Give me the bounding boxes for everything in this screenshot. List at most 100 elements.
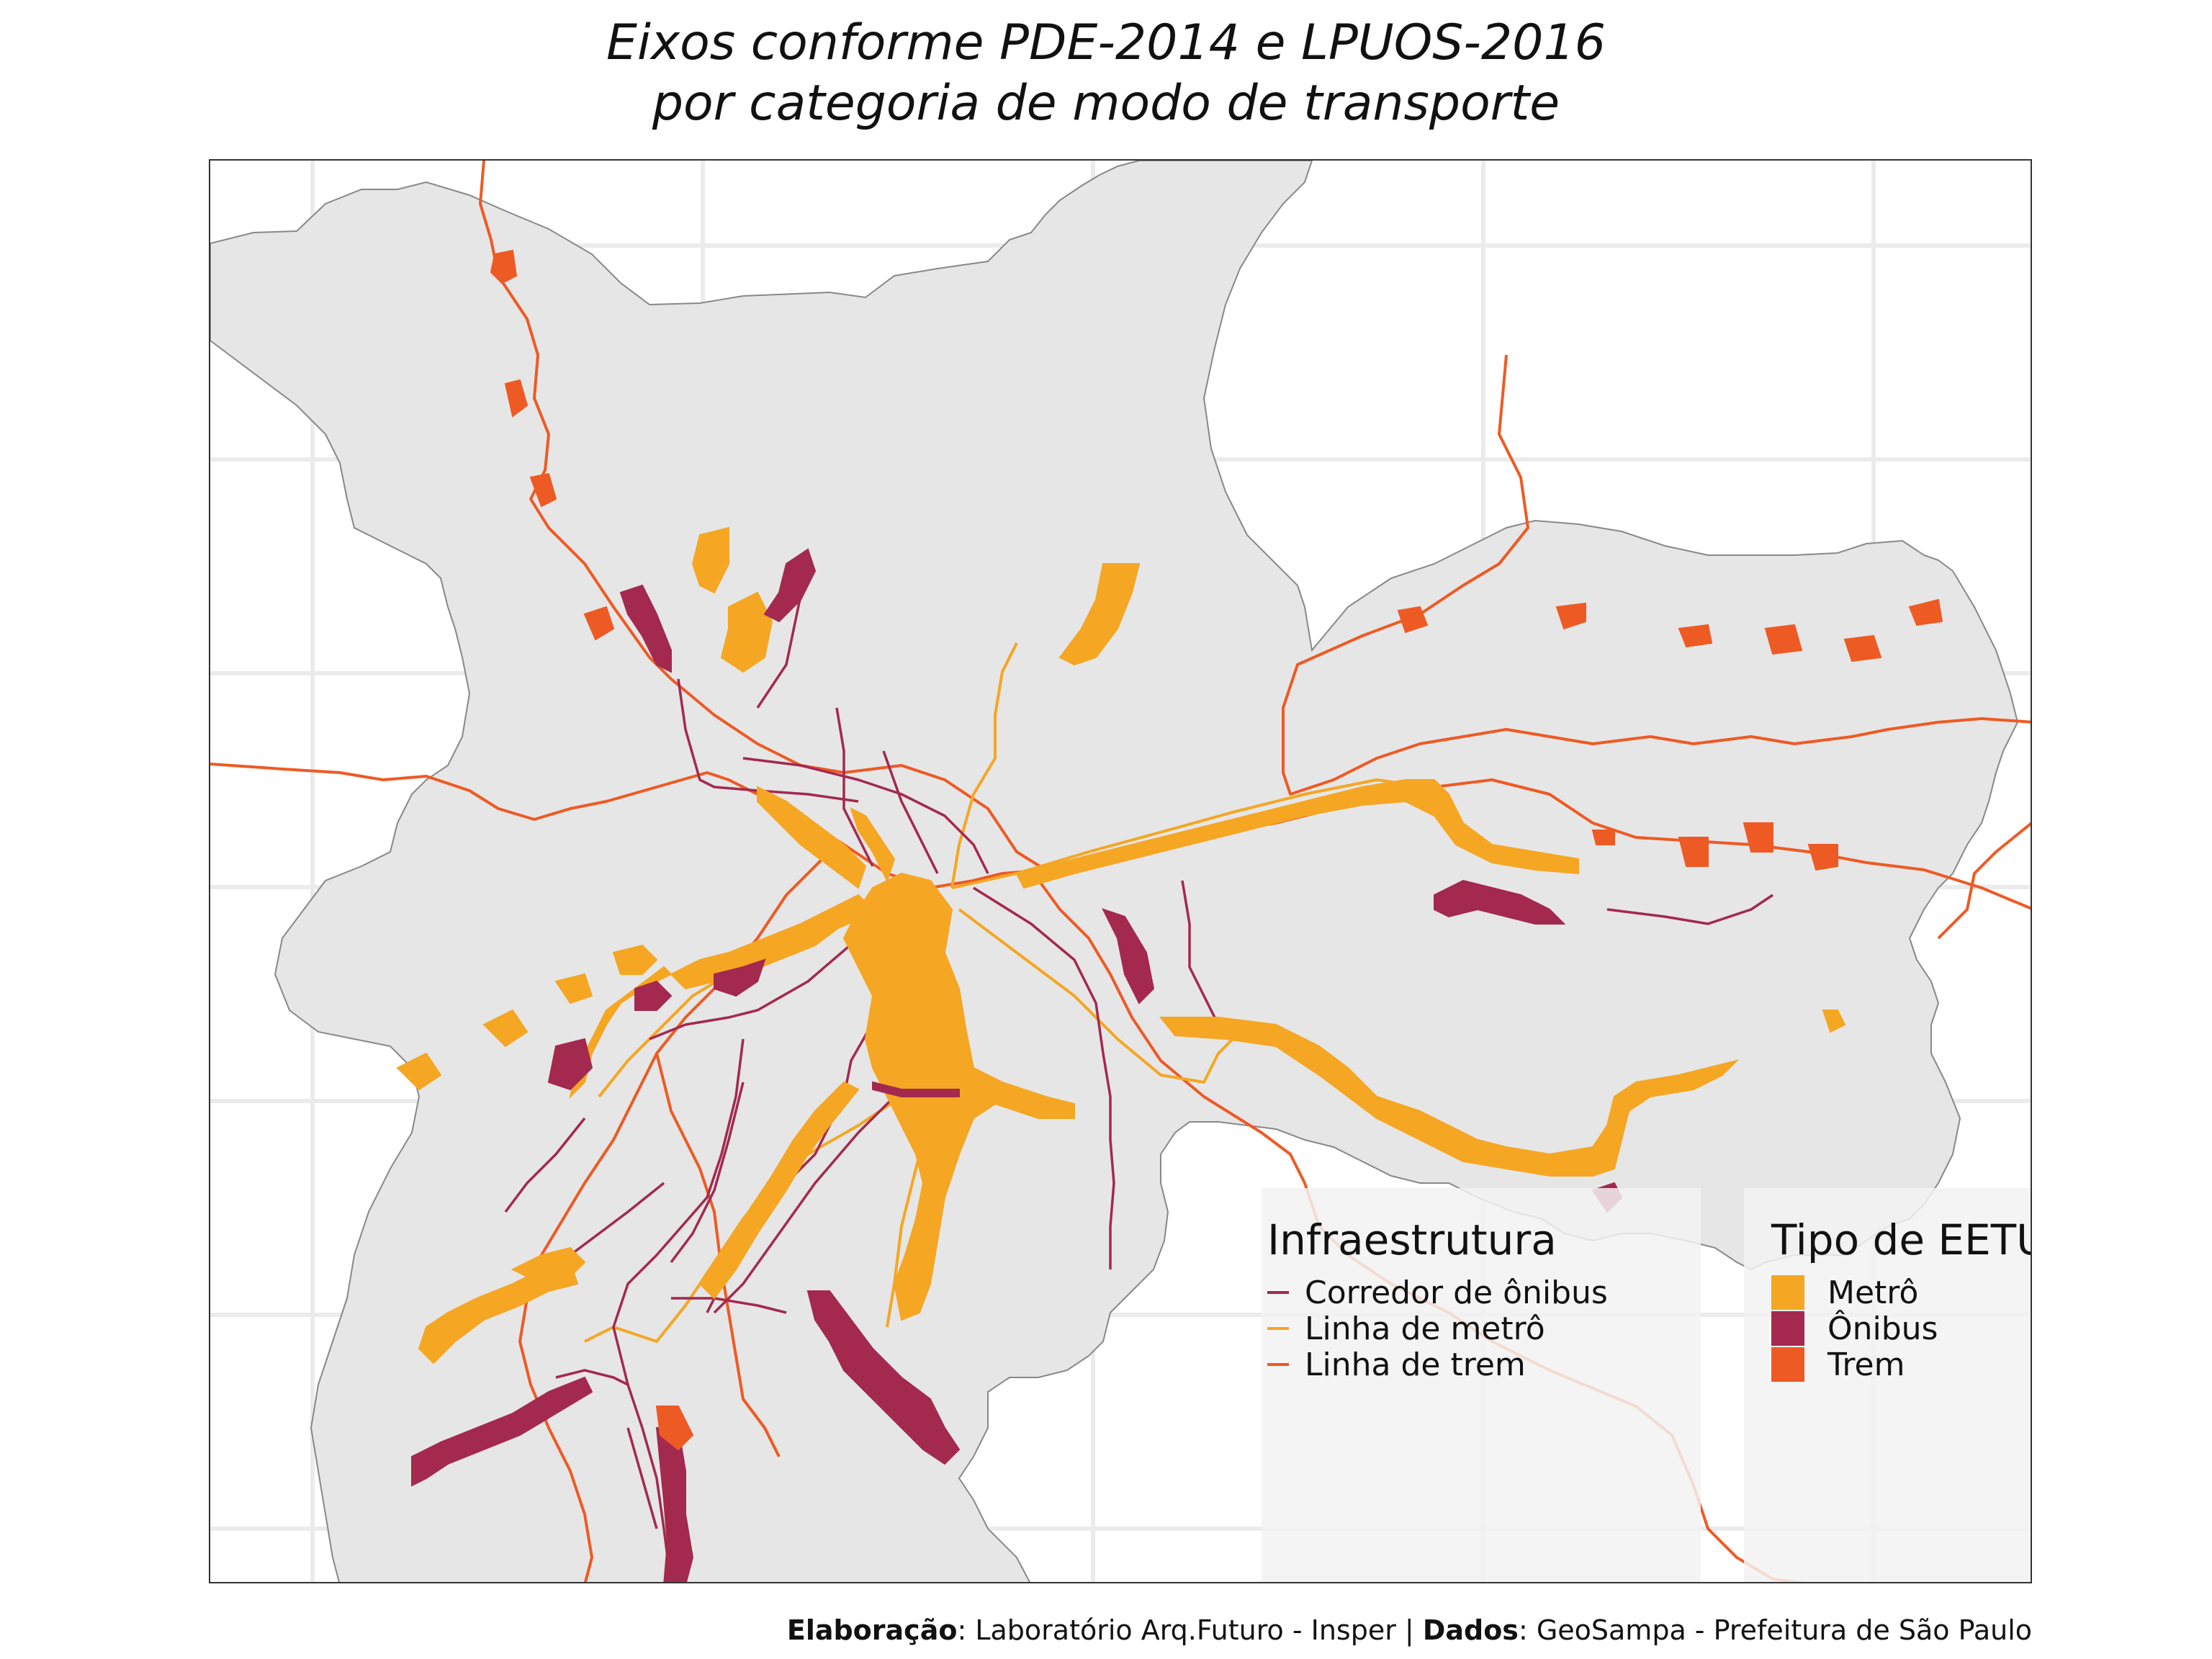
bus-corridor-18 bbox=[1606, 894, 1773, 925]
eetu-train-zones bbox=[490, 249, 1943, 1451]
eetu-train-east-mid bbox=[1591, 830, 1615, 845]
eetu-metro-far-west-2 bbox=[396, 1052, 442, 1091]
eetu-bus-east-strip bbox=[1102, 908, 1155, 1004]
eetu-metro-far-southwest bbox=[418, 1261, 579, 1364]
bus-corridor-12 bbox=[612, 1038, 745, 1582]
eetu-bus-swatch bbox=[1771, 1311, 1804, 1346]
eetu-metro-southeast-corridor bbox=[1159, 1017, 1740, 1177]
eetu-bus-southeast-ridge bbox=[806, 1290, 961, 1465]
eetu-train-east-1 bbox=[1678, 837, 1709, 867]
legend-background-eetu bbox=[1744, 1188, 2031, 1582]
bus-corridor-3 bbox=[835, 707, 874, 867]
eetu-metro-far-southwest-2 bbox=[511, 1246, 586, 1285]
eetu-metro-north-2 bbox=[720, 591, 773, 673]
bus-corridor-4 bbox=[882, 750, 939, 874]
eetu-train-swatch bbox=[1771, 1347, 1804, 1382]
credit-elaboration-value: : Laboratório Arq.Futuro - Insper | bbox=[957, 1614, 1423, 1646]
eetu-metro-east-corridor bbox=[1015, 779, 1579, 889]
credit-data-value: : GeoSampa - Prefeitura de São Paulo bbox=[1518, 1614, 2032, 1646]
eetu-train-ne-2 bbox=[1555, 602, 1586, 630]
map-title: Eixos conforme PDE-2014 e LPUOS-2016 por… bbox=[0, 13, 2212, 134]
eetu-bus-zones bbox=[411, 548, 1623, 1582]
legend-item-metro-line: Linha de metrô bbox=[1267, 1310, 1608, 1347]
legend-label: Trem bbox=[1827, 1346, 1905, 1383]
eetu-train-nw-1 bbox=[490, 249, 518, 284]
credit-caption: Elaboração: Laboratório Arq.Futuro - Ins… bbox=[787, 1614, 2032, 1646]
bus-corridor-17 bbox=[555, 1369, 629, 1386]
eetu-bus-far-west bbox=[547, 1038, 593, 1091]
eetu-train-ne-3 bbox=[1678, 624, 1713, 648]
train-line-south bbox=[655, 1053, 781, 1457]
map-title-line-1: Eixos conforme PDE-2014 e LPUOS-2016 bbox=[606, 14, 1606, 71]
legend-item-eetu-metro: Metrô bbox=[1771, 1274, 2031, 1311]
bus-corridor-line-key bbox=[1267, 1291, 1289, 1294]
legend-label: Metrô bbox=[1827, 1274, 1919, 1311]
train-line-northwest bbox=[479, 161, 1047, 871]
map-panel[interactable]: Infraestrutura Corredor de ônibus Linha … bbox=[209, 159, 2032, 1583]
eetu-train-ne-5 bbox=[1843, 634, 1882, 662]
eetu-metro-north-3 bbox=[1058, 563, 1141, 666]
train-line-northeast bbox=[1282, 354, 2031, 796]
legend-label: Ônibus bbox=[1827, 1310, 1938, 1347]
eetu-train-ne-4 bbox=[1764, 624, 1803, 655]
eetu-train-east-3 bbox=[1807, 844, 1838, 871]
bus-corridor-5 bbox=[756, 577, 806, 709]
bus-corridor-8 bbox=[649, 937, 860, 1040]
eetu-train-nw-3 bbox=[529, 472, 557, 508]
eetu-metro-south-strip bbox=[907, 1096, 946, 1308]
eetu-train-ne-1 bbox=[1397, 606, 1429, 634]
eetu-metro-southwest-corridor bbox=[698, 1081, 860, 1300]
eetu-metro-far-west bbox=[482, 1009, 529, 1048]
eetu-train-east-2 bbox=[1743, 822, 1773, 853]
bus-corridor-13 bbox=[670, 1082, 745, 1264]
credit-elaboration-label: Elaboração bbox=[786, 1614, 958, 1646]
bus-corridor-10 bbox=[713, 1088, 903, 1314]
train-line-key bbox=[1267, 1363, 1289, 1366]
metro-line-key bbox=[1267, 1327, 1289, 1330]
eetu-train-south bbox=[655, 1406, 694, 1451]
bus-corridor-16 bbox=[671, 1297, 787, 1314]
legend-item-eetu-bus: Ônibus bbox=[1771, 1310, 2031, 1347]
train-line-southeast-branch bbox=[1937, 822, 2031, 940]
eetu-bus-north-2 bbox=[763, 548, 817, 623]
eetu-train-nw-2 bbox=[504, 379, 529, 418]
legend-eetu-title: Tipo de EETU bbox=[1771, 1215, 2032, 1264]
map-canvas bbox=[210, 161, 2031, 1582]
credit-data-label: Dados bbox=[1422, 1614, 1519, 1646]
legend-label: Linha de metrô bbox=[1305, 1310, 1545, 1347]
bus-corridor-19 bbox=[626, 1427, 658, 1529]
eetu-bus-west-2 bbox=[634, 980, 673, 1011]
bus-corridor-14 bbox=[504, 1117, 586, 1213]
legend-item-eetu-train: Trem bbox=[1771, 1346, 2031, 1383]
bus-corridor-2 bbox=[742, 757, 989, 874]
legend-label: Linha de trem bbox=[1305, 1346, 1526, 1383]
legend-item-train-line: Linha de trem bbox=[1267, 1346, 1608, 1383]
legend-infrastructure-title: Infraestrutura bbox=[1267, 1215, 1557, 1264]
metro-line-southwest bbox=[584, 1095, 903, 1343]
map-title-line-2: por categoria de modo de transporte bbox=[652, 75, 1560, 132]
eetu-bus-center bbox=[872, 1081, 960, 1097]
legend-infrastructure: Infraestrutura Corredor de ônibus Linha … bbox=[1267, 1215, 1608, 1383]
eetu-metro-west-1 bbox=[612, 944, 658, 975]
legend-background-infra bbox=[1262, 1188, 1701, 1582]
eetu-train-nw-4 bbox=[583, 606, 615, 641]
legend-item-bus-corridor: Corredor de ônibus bbox=[1267, 1274, 1608, 1311]
eetu-metro-swatch bbox=[1771, 1275, 1804, 1310]
legend-eetu-type: Tipo de EETU Metrô Ônibus Trem bbox=[1771, 1215, 2032, 1383]
eetu-metro-east-far bbox=[1822, 1010, 1846, 1033]
eetu-train-ne-6 bbox=[1908, 598, 1943, 626]
eetu-bus-west bbox=[714, 958, 766, 997]
eetu-metro-west-2 bbox=[554, 973, 593, 1004]
eetu-bus-east bbox=[1434, 879, 1566, 925]
eetu-bus-south bbox=[655, 1427, 694, 1582]
legend-label: Corredor de ônibus bbox=[1305, 1274, 1608, 1311]
eetu-metro-northwest-arm-2 bbox=[850, 807, 896, 883]
eetu-bus-north-1 bbox=[619, 584, 672, 673]
eetu-bus-southwest bbox=[411, 1376, 593, 1487]
metro-line-southeast bbox=[958, 908, 1249, 1084]
bus-corridor-6 bbox=[973, 886, 1115, 1269]
bus-corridor-1 bbox=[677, 678, 859, 803]
eetu-metro-north-1 bbox=[691, 526, 729, 594]
eetu-metro-zones bbox=[396, 526, 1846, 1364]
eetu-metro-northwest-arm bbox=[757, 786, 867, 889]
